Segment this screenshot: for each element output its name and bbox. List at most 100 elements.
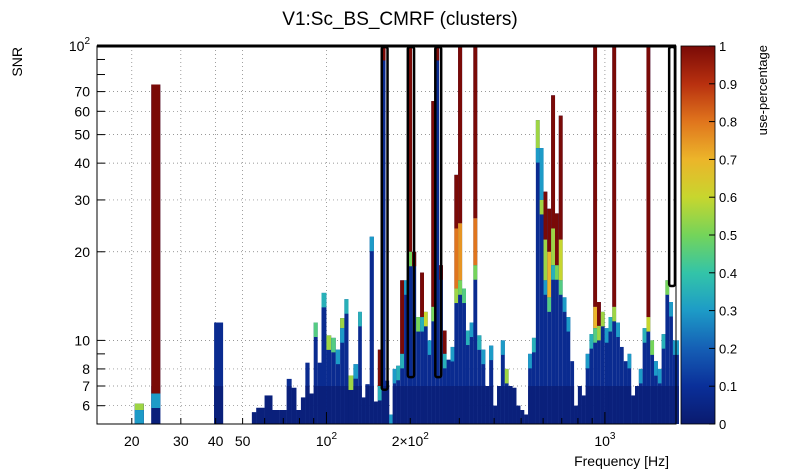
heatmap-cell [562, 386, 567, 424]
heatmap-cell [608, 386, 613, 424]
heatmap-column [256, 407, 265, 424]
heatmap-cell [593, 46, 598, 307]
heatmap-cell [344, 299, 349, 424]
heatmap-column [291, 387, 297, 424]
heatmap-cell [547, 208, 552, 424]
heatmap-cell [551, 95, 556, 229]
heatmap-column [435, 46, 440, 424]
heatmap-cell [396, 365, 401, 381]
heatmap-cell [473, 46, 478, 219]
heatmap-cell [562, 297, 567, 312]
heatmap-cell [442, 330, 447, 354]
heatmap-cell [321, 386, 327, 424]
heatmap-cell [543, 191, 548, 424]
heatmap-column [321, 292, 327, 424]
heatmap-cell [427, 340, 432, 355]
heatmap-cell [616, 386, 620, 424]
heatmap-column [516, 405, 521, 424]
heatmap-column [326, 335, 332, 424]
heatmap-cell [555, 386, 559, 424]
heatmap-cell [442, 386, 447, 424]
heatmap-cell [369, 236, 374, 252]
colorbar-tick-label: 0.3 [719, 304, 737, 319]
heatmap-cell [566, 386, 571, 424]
heatmap-cell [642, 328, 647, 343]
heatmap-cell [279, 410, 287, 424]
heatmap-cell [377, 386, 382, 424]
heatmap-column [669, 302, 673, 424]
heatmap-cell [650, 340, 655, 424]
heatmap-column [300, 397, 306, 424]
heatmap-cell [642, 328, 647, 424]
heatmap-cell [627, 386, 632, 424]
heatmap-column [396, 365, 401, 424]
heatmap-cell [340, 386, 345, 424]
heatmap-cell [423, 386, 428, 424]
heatmap-cell [423, 311, 428, 424]
heatmap-cell [353, 364, 359, 379]
x-tick-label: 20 [124, 433, 140, 449]
heatmap-column [151, 84, 161, 424]
heatmap-cell [214, 322, 224, 424]
heatmap-column [369, 236, 374, 424]
heatmap-cell [353, 386, 359, 424]
y-tick-label: 6 [82, 398, 90, 414]
heatmap-cell [404, 386, 408, 424]
heatmap-cell [646, 317, 651, 332]
y-tick-label: 60 [74, 103, 90, 119]
heatmap-column [528, 353, 532, 424]
heatmap-cell [551, 386, 556, 424]
heatmap-cell [358, 311, 362, 327]
heatmap-cell [321, 292, 327, 308]
heatmap-cell [619, 386, 624, 424]
heatmap-cell [481, 386, 486, 424]
heatmap-cell [543, 280, 548, 295]
heatmap-column [431, 101, 436, 424]
heatmap-cell [665, 386, 670, 424]
heatmap-cell [381, 46, 386, 424]
heatmap-column [665, 280, 670, 424]
colorbar-tick-label: 0.4 [719, 266, 737, 281]
heatmap-cell [331, 386, 336, 424]
heatmap-cell [296, 410, 301, 424]
colorbar-tick-label: 0.2 [719, 341, 737, 356]
heatmap-cell [589, 334, 594, 349]
heatmap-cell [313, 322, 318, 338]
heatmap-cell [528, 386, 532, 424]
colorbar: 0 0.1 0.2 0.3 0.4 0.5 0.6 0.7 0.8 0.9 1 [680, 39, 737, 432]
heatmap-cell [450, 386, 455, 424]
heatmap-cell [669, 302, 673, 424]
heatmap-column [485, 386, 490, 424]
heatmap-column [558, 115, 563, 425]
heatmap-cell [442, 353, 447, 369]
heatmap-column [340, 318, 345, 424]
heatmap-cell [454, 174, 459, 229]
heatmap-cell [286, 386, 292, 424]
heatmap-cell [321, 292, 327, 424]
heatmap-cell [317, 386, 322, 424]
heatmap-cell [585, 353, 590, 369]
heatmap-column [616, 322, 620, 424]
heatmap-cell [454, 288, 459, 304]
heatmap-cell [458, 46, 463, 224]
heatmap-cell [400, 386, 405, 424]
heatmap-column [407, 46, 413, 424]
heatmap-cell [291, 387, 297, 424]
heatmap-column [612, 46, 617, 424]
heatmap-cell [458, 223, 463, 281]
heatmap-cell [344, 386, 349, 424]
heatmap-cell [661, 386, 666, 424]
heatmap-cell [558, 386, 563, 424]
heatmap-cell [326, 386, 332, 424]
heatmap-cell [650, 340, 655, 355]
heatmap-cell [348, 386, 354, 424]
heatmap-cell [589, 334, 594, 424]
y-tick-label: 70 [74, 84, 90, 100]
heatmap-column [348, 375, 354, 424]
heatmap-cell [654, 361, 658, 376]
heatmap-cell [489, 345, 494, 424]
heatmap-cell [361, 397, 366, 424]
colorbar-tick-label: 0.1 [719, 379, 737, 394]
heatmap-cell [326, 335, 332, 350]
heatmap-column [593, 46, 598, 424]
